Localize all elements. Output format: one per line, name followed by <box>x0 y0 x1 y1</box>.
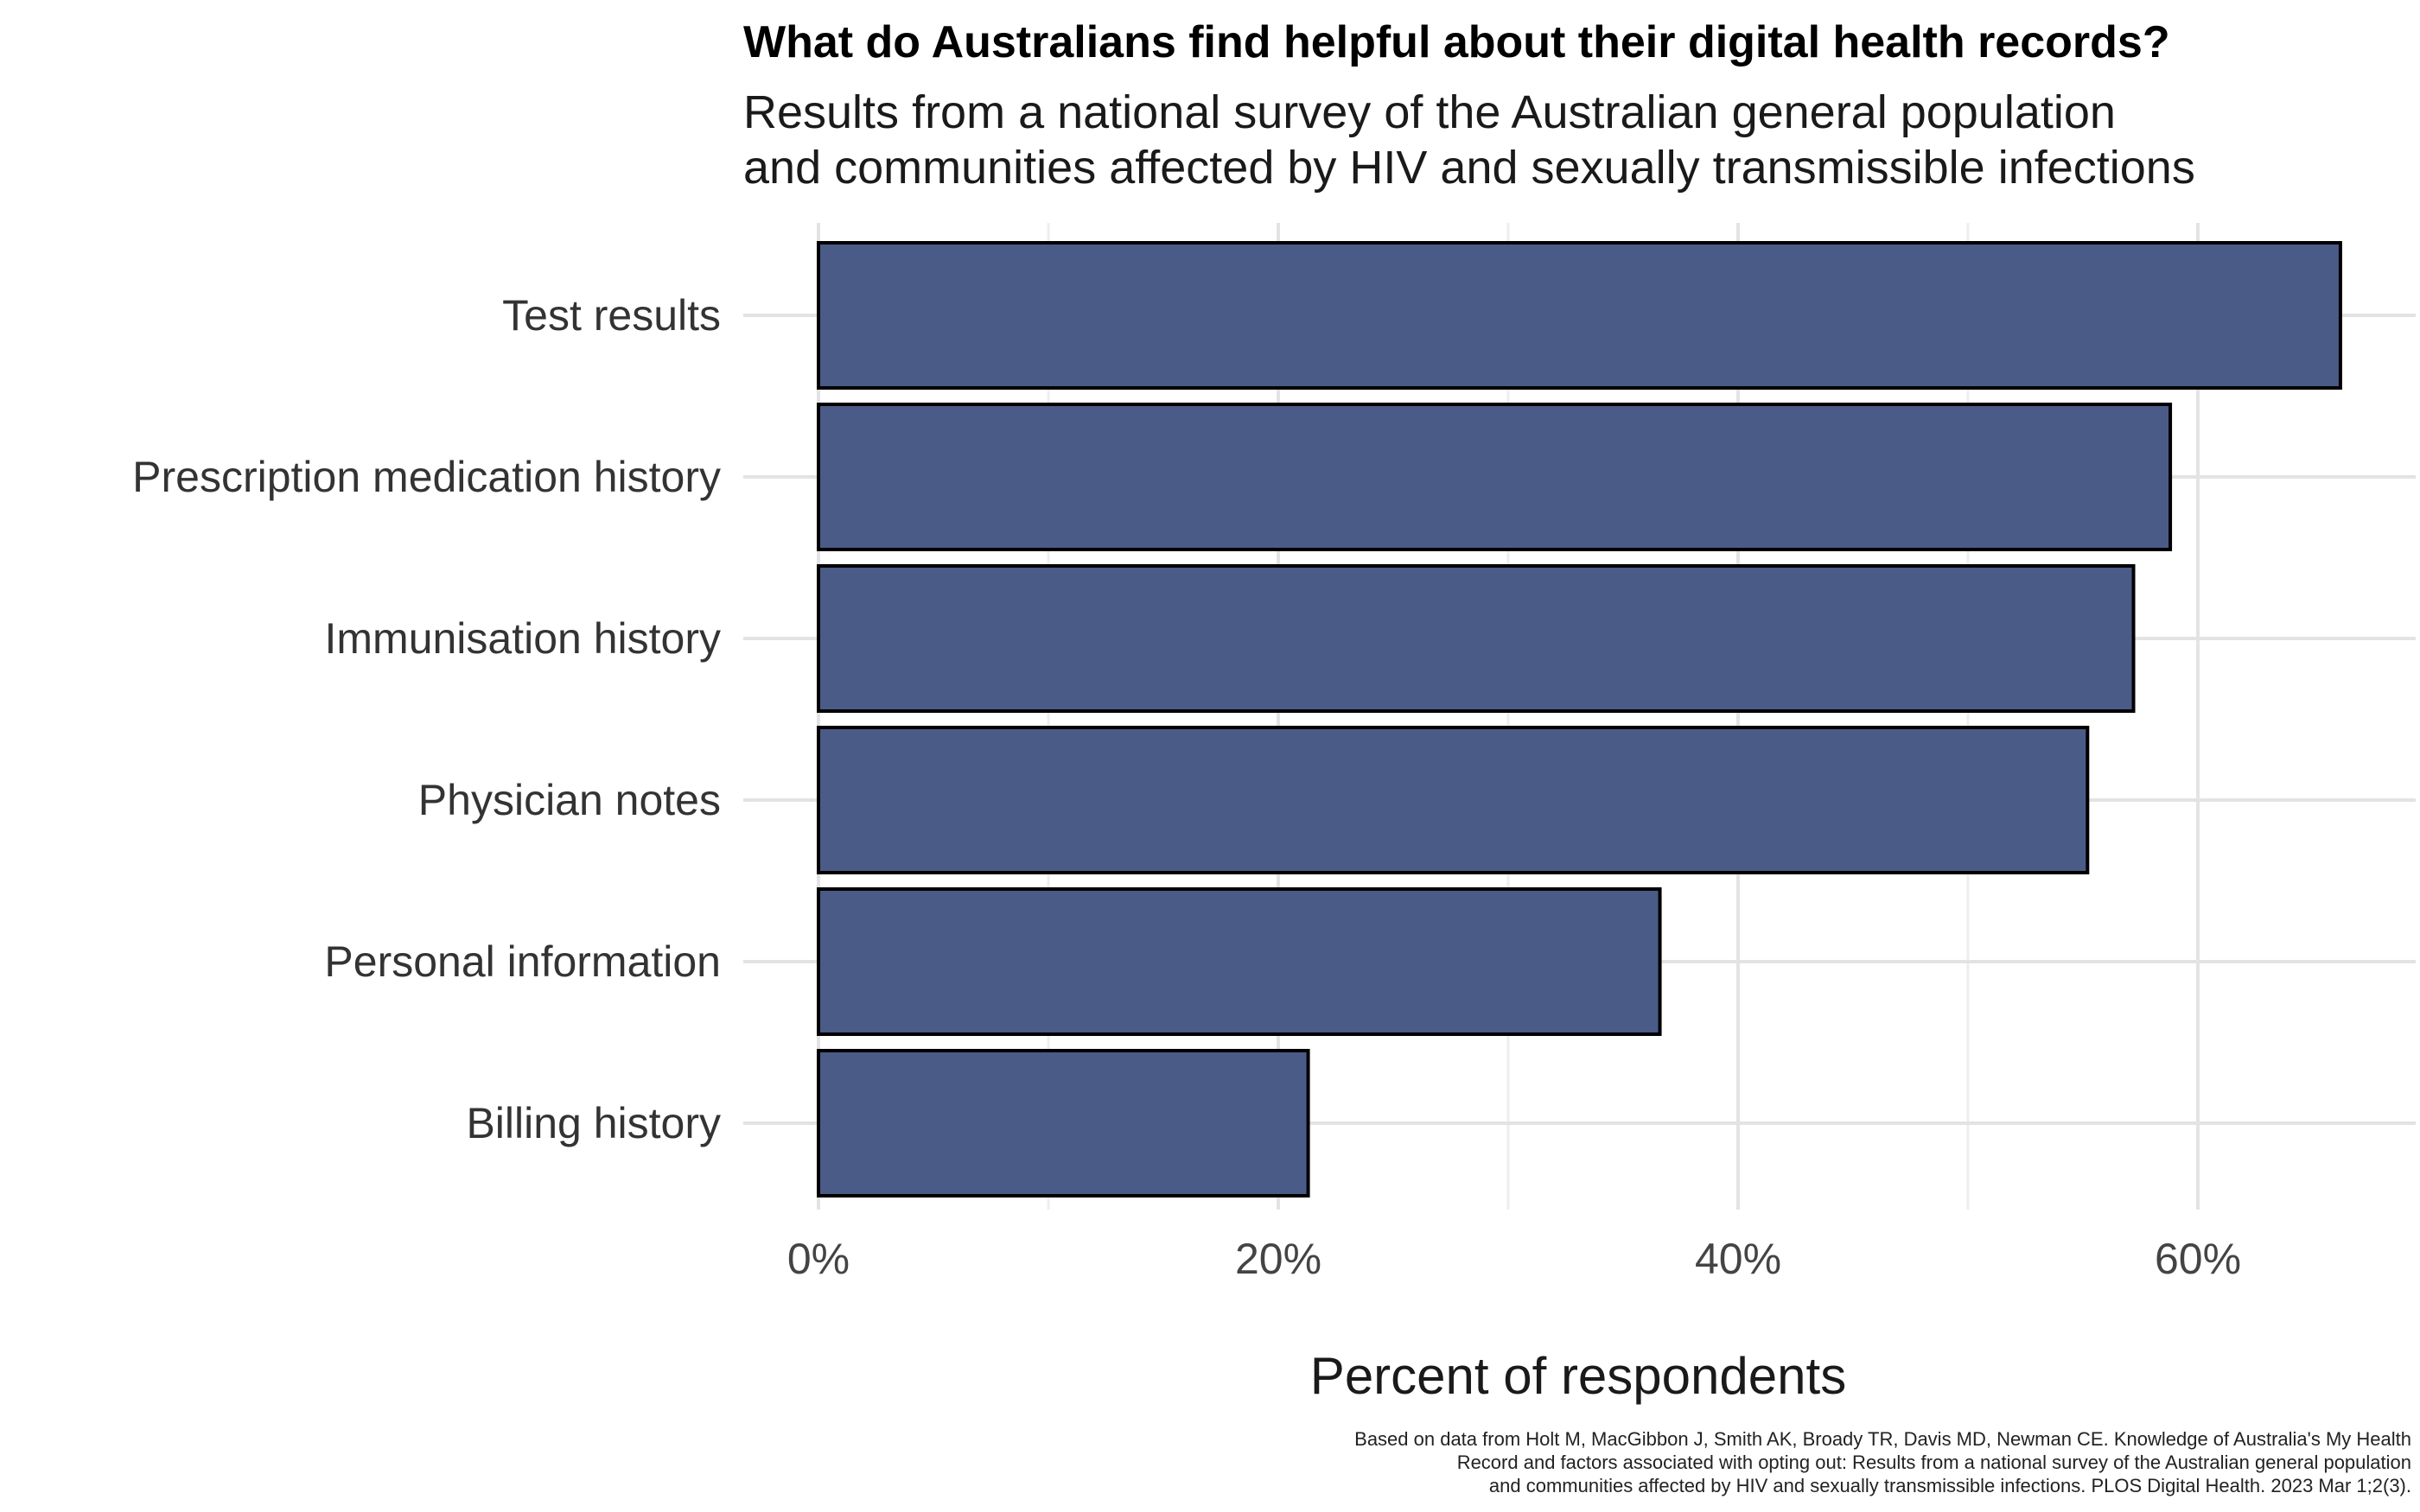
chart-subtitle-line-2: and communities affected by HIV and sexu… <box>743 142 2195 194</box>
chart-title: What do Australians find helpful about t… <box>743 17 2170 67</box>
x-tick-label: 0% <box>787 1235 850 1283</box>
x-tick-label: 60% <box>2155 1235 2241 1283</box>
category-labels: Test results Prescription medication hist… <box>132 291 721 1147</box>
x-tick-label: 40% <box>1695 1235 1781 1283</box>
category-label: Prescription medication history <box>132 453 721 501</box>
caption-line-2: Record and factors associated with optin… <box>1457 1452 2411 1473</box>
caption: Based on data from Holt M, MacGibbon J, … <box>1354 1428 2411 1496</box>
caption-line-3: and communities affected by HIV and sexu… <box>1489 1475 2411 1496</box>
category-label: Immunisation history <box>325 614 722 663</box>
bar <box>817 564 2136 713</box>
category-label: Physician notes <box>418 776 721 824</box>
bars <box>817 241 2342 1198</box>
caption-line-1: Based on data from Holt M, MacGibbon J, … <box>1354 1428 2411 1450</box>
bar <box>817 403 2173 551</box>
category-label: Personal information <box>324 937 721 986</box>
bar <box>817 1049 1310 1198</box>
bar <box>817 887 1662 1036</box>
bar <box>817 241 2342 390</box>
x-tick-labels: 0% 20% 40% 60% <box>787 1235 2241 1283</box>
bar <box>817 726 2090 874</box>
category-label: Billing history <box>466 1099 721 1147</box>
category-label: Test results <box>502 291 721 340</box>
x-axis-title: Percent of respondents <box>1310 1347 1846 1405</box>
chart-subtitle-line-1: Results from a national survey of the Au… <box>743 86 2116 138</box>
x-tick-label: 20% <box>1235 1235 1321 1283</box>
